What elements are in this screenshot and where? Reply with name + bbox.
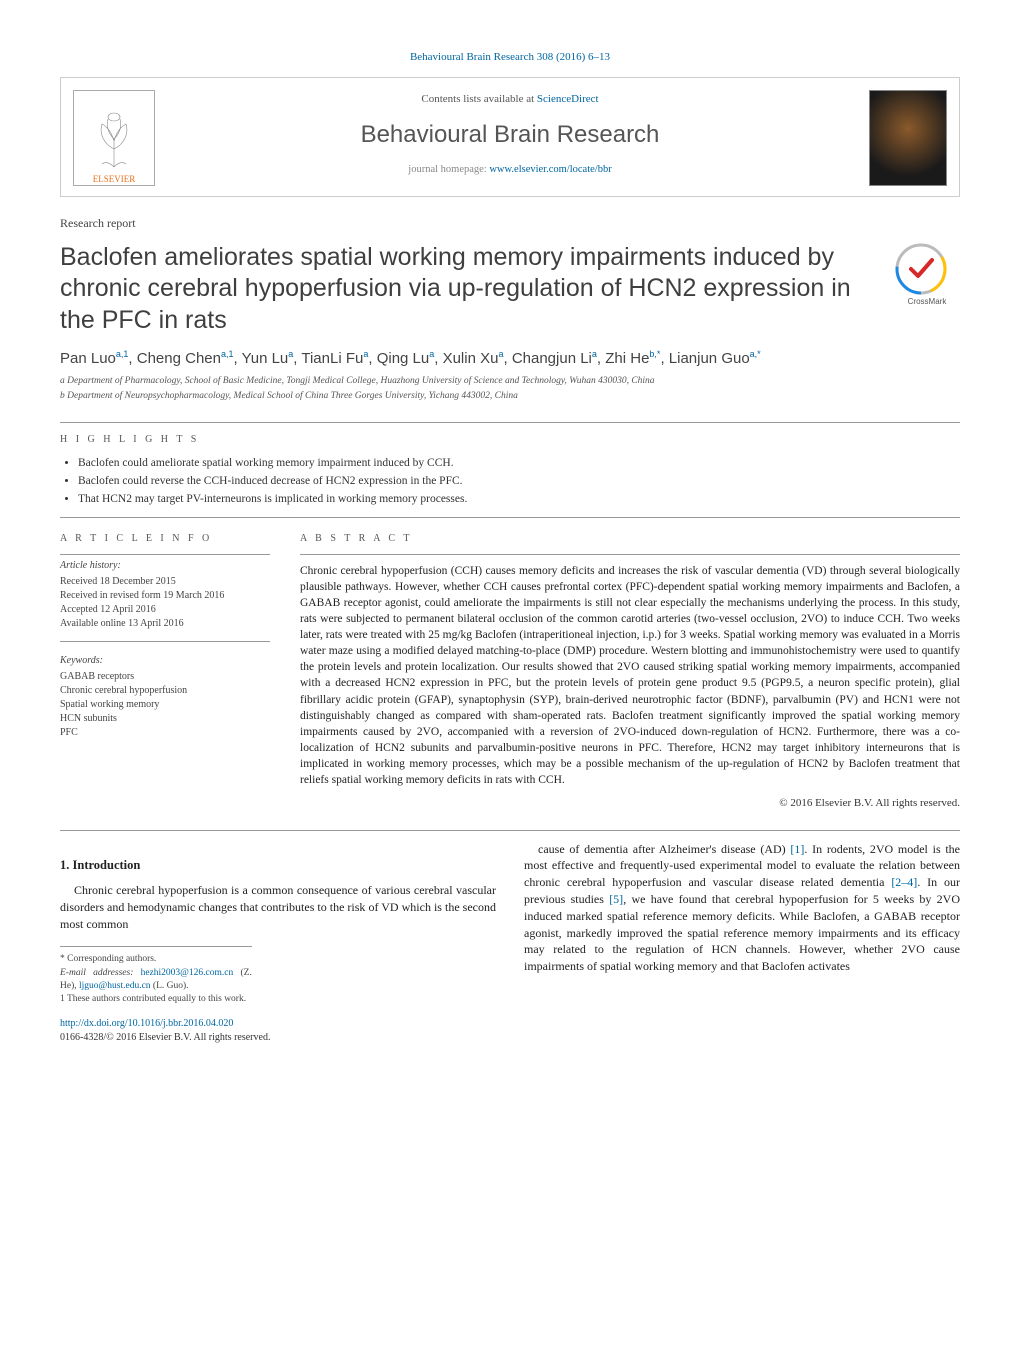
keywords-list: GABAB receptorsChronic cerebral hypoperf… (60, 670, 270, 740)
history-item: Available online 13 April 2016 (60, 617, 270, 631)
article-info-label: A R T I C L E I N F O (60, 532, 270, 546)
journal-name: Behavioural Brain Research (171, 118, 849, 152)
copyright-line: © 2016 Elsevier B.V. All rights reserved… (300, 796, 960, 811)
ref-2-4[interactable]: [2–4] (891, 875, 917, 889)
divider (300, 554, 960, 555)
history-label: Article history: (60, 559, 270, 573)
ref-5[interactable]: [5] (609, 892, 623, 906)
doi-link[interactable]: http://dx.doi.org/10.1016/j.bbr.2016.04.… (60, 1018, 233, 1029)
email-guo-name: (L. Guo). (151, 981, 189, 991)
citation-line: Behavioural Brain Research 308 (2016) 6–… (60, 50, 960, 65)
journal-cover-image (869, 90, 947, 186)
keyword-item: HCN subunits (60, 712, 270, 726)
history-item: Received in revised form 19 March 2016 (60, 589, 270, 603)
contents-line: Contents lists available at ScienceDirec… (171, 92, 849, 107)
intro-heading: 1. Introduction (60, 857, 496, 875)
abstract-col: A B S T R A C T Chronic cerebral hypoper… (300, 528, 960, 812)
email-label: E-mail addresses: (60, 968, 141, 978)
highlight-item: That HCN2 may target PV-interneurons is … (78, 491, 960, 507)
journal-header-box: ELSEVIER Contents lists available at Sci… (60, 77, 960, 197)
elsevier-label: ELSEVIER (93, 173, 136, 186)
keyword-item: Spatial working memory (60, 698, 270, 712)
article-type: Research report (60, 215, 960, 232)
highlight-item: Baclofen could reverse the CCH-induced d… (78, 473, 960, 489)
keyword-item: PFC (60, 726, 270, 740)
article-info-col: A R T I C L E I N F O Article history: R… (60, 528, 270, 812)
body-two-col: 1. Introduction Chronic cerebral hypoper… (60, 841, 960, 1007)
keyword-item: GABAB receptors (60, 670, 270, 684)
abstract-text: Chronic cerebral hypoperfusion (CCH) cau… (300, 563, 960, 788)
affiliation-a: a Department of Pharmacology, School of … (60, 375, 960, 388)
svg-text:CrossMark: CrossMark (908, 297, 948, 306)
issn-line: 0166-4328/© 2016 Elsevier B.V. All right… (60, 1032, 270, 1043)
highlights-list: Baclofen could ameliorate spatial workin… (60, 455, 960, 507)
equal-contrib: 1 These authors contributed equally to t… (60, 993, 252, 1006)
contents-prefix: Contents lists available at (421, 93, 536, 105)
affiliations: a Department of Pharmacology, School of … (60, 375, 960, 404)
email-line: E-mail addresses: hezhi2003@126.com.cn (… (60, 967, 252, 994)
corresponding-footer: * Corresponding authors. E-mail addresse… (60, 946, 252, 1006)
keyword-item: Chronic cerebral hypoperfusion (60, 684, 270, 698)
highlights-label: H I G H L I G H T S (60, 433, 960, 447)
email-guo[interactable]: ljguo@hust.edu.cn (79, 981, 151, 991)
intro-para-1: Chronic cerebral hypoperfusion is a comm… (60, 882, 496, 932)
doi-block: http://dx.doi.org/10.1016/j.bbr.2016.04.… (60, 1017, 960, 1045)
divider (60, 517, 960, 518)
email-he[interactable]: hezhi2003@126.com.cn (141, 968, 234, 978)
affiliation-b: b Department of Neuropsychopharmacology,… (60, 390, 960, 403)
elsevier-tree-icon (84, 109, 144, 169)
divider (60, 554, 270, 555)
sciencedirect-link[interactable]: ScienceDirect (537, 93, 599, 105)
history-list: Received 18 December 2015Received in rev… (60, 575, 270, 631)
keywords-label: Keywords: (60, 654, 270, 668)
corresponding-label: * Corresponding authors. (60, 953, 252, 966)
highlight-item: Baclofen could ameliorate spatial workin… (78, 455, 960, 471)
history-item: Accepted 12 April 2016 (60, 603, 270, 617)
author-list: Pan Luoa,1, Cheng Chena,1, Yun Lua, Tian… (60, 348, 960, 369)
homepage-line: journal homepage: www.elsevier.com/locat… (171, 163, 849, 178)
crossmark-badge[interactable]: CrossMark (894, 242, 960, 308)
ref-1[interactable]: [1] (790, 842, 804, 856)
homepage-prefix: journal homepage: (408, 164, 489, 175)
homepage-link[interactable]: www.elsevier.com/locate/bbr (489, 164, 611, 175)
divider (60, 641, 270, 642)
divider (60, 830, 960, 831)
abstract-label: A B S T R A C T (300, 532, 960, 546)
divider (60, 422, 960, 423)
article-title: Baclofen ameliorates spatial working mem… (60, 242, 878, 336)
history-item: Received 18 December 2015 (60, 575, 270, 589)
intro-para-2: cause of dementia after Alzheimer's dise… (524, 841, 960, 975)
elsevier-logo: ELSEVIER (73, 90, 155, 186)
